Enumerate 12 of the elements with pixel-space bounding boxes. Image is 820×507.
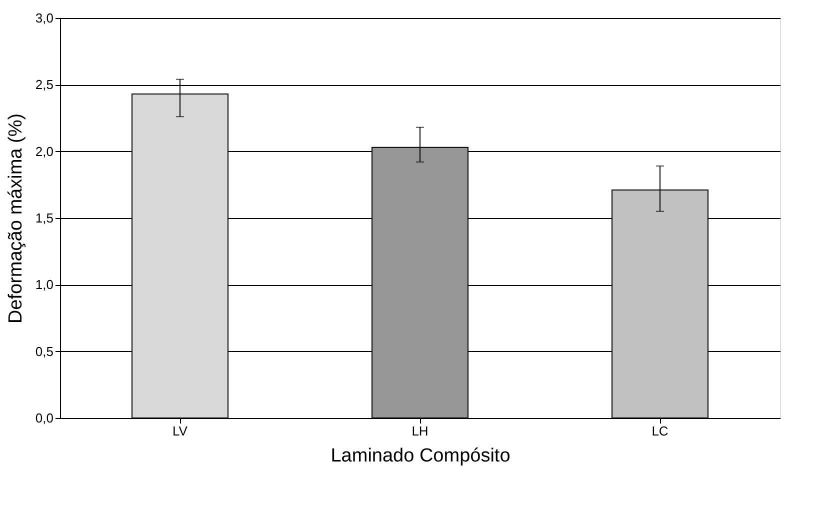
x-tick-label: LV: [172, 424, 188, 438]
y-tick-label: 3,0: [35, 10, 54, 26]
y-tick-label: 2,0: [35, 144, 54, 159]
x-tick-label: LH: [412, 424, 428, 438]
y-tick-label: 1,0: [35, 277, 54, 292]
y-axis-title: Deformação máxima (%): [5, 113, 26, 324]
y-tick-label: 0,5: [35, 344, 54, 359]
y-tick-label: 1,5: [35, 210, 54, 226]
x-axis-title: Laminado Compósito: [330, 446, 510, 466]
y-tick-label: 2,5: [35, 77, 54, 92]
x-tick-label: LC: [652, 424, 668, 438]
y-tick-label: 0,0: [35, 410, 54, 426]
